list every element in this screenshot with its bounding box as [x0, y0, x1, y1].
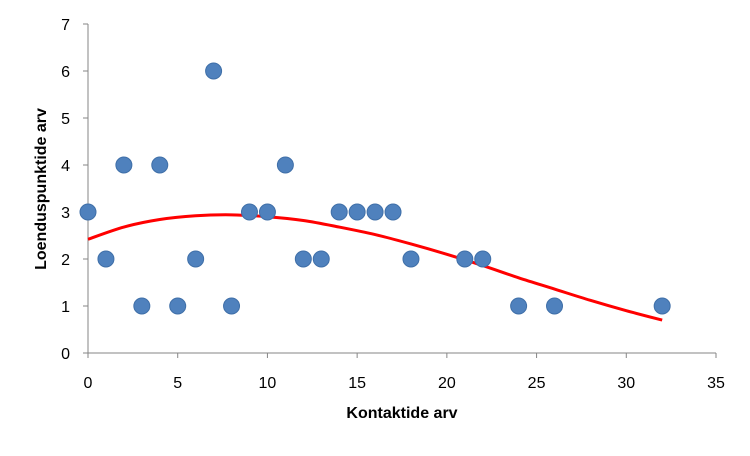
data-point — [115, 156, 133, 174]
trendline — [87, 213, 663, 322]
data-point — [456, 250, 474, 268]
x-tick-label: 5 — [173, 375, 182, 392]
data-point — [223, 297, 241, 315]
data-point — [546, 297, 564, 315]
x-tick-label: 20 — [438, 375, 456, 392]
y-tick-label: 5 — [61, 111, 70, 128]
data-point — [169, 297, 187, 315]
data-point — [151, 156, 169, 174]
data-point — [402, 250, 420, 268]
y-tick-label: 6 — [61, 64, 70, 81]
axes: 0 1 2 3 4 5 6 7 0 5 10 15 20 25 30 35 — [61, 17, 725, 392]
points-layer — [79, 62, 671, 315]
data-point — [258, 203, 276, 221]
y-tick-label: 3 — [61, 205, 70, 222]
data-point — [384, 203, 402, 221]
data-point — [348, 203, 366, 221]
y-tick-label: 4 — [61, 158, 70, 175]
data-point — [97, 250, 115, 268]
y-axis-title: Loenduspunktide arv — [33, 108, 50, 270]
x-tick-label: 0 — [84, 375, 93, 392]
data-point — [653, 297, 671, 315]
data-point — [187, 250, 205, 268]
x-tick-label: 25 — [528, 375, 546, 392]
data-point — [294, 250, 312, 268]
x-tick-label: 10 — [259, 375, 277, 392]
x-tick-label: 35 — [707, 375, 725, 392]
data-point — [276, 156, 294, 174]
y-tick-label: 1 — [61, 299, 70, 316]
data-point — [133, 297, 151, 315]
data-point — [510, 297, 528, 315]
data-point — [240, 203, 258, 221]
x-tick-label: 30 — [617, 375, 635, 392]
trendline-layer — [87, 213, 663, 322]
x-tick-label: 15 — [348, 375, 366, 392]
data-point — [205, 62, 223, 80]
data-point — [474, 250, 492, 268]
y-tick-label: 0 — [61, 346, 70, 363]
data-point — [312, 250, 330, 268]
data-point — [366, 203, 384, 221]
data-point — [330, 203, 348, 221]
x-axis-title: Kontaktide arv — [346, 405, 457, 422]
y-tick-label: 2 — [61, 252, 70, 269]
data-point — [79, 203, 97, 221]
y-tick-label: 7 — [61, 17, 70, 34]
